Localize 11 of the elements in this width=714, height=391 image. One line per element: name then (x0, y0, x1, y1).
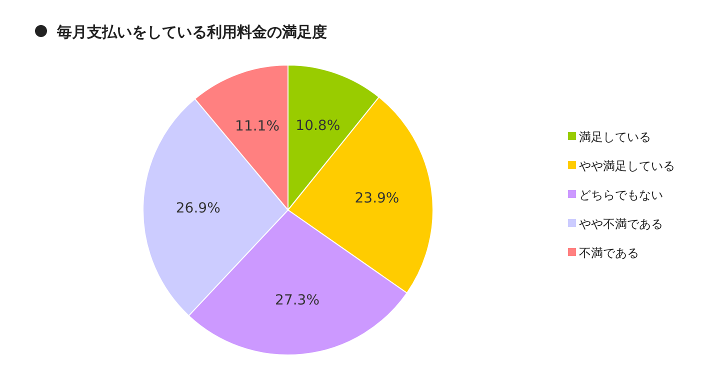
legend-label: 不満である (579, 246, 639, 260)
data-label: 10.8% (296, 118, 340, 134)
legend-label: やや満足している (579, 159, 675, 173)
data-label: 23.9% (354, 190, 400, 206)
data-label: 11.1% (235, 118, 280, 135)
legend-label: 満足している (579, 130, 651, 144)
legend-label: どちらでもない (579, 188, 663, 202)
legend-label: やや不満である (579, 217, 663, 231)
data-label: 26.9% (176, 200, 220, 216)
chart-title: 毎月支払いをしている利用料金の満足度 (56, 23, 327, 41)
data-label: 27.3% (275, 292, 320, 308)
